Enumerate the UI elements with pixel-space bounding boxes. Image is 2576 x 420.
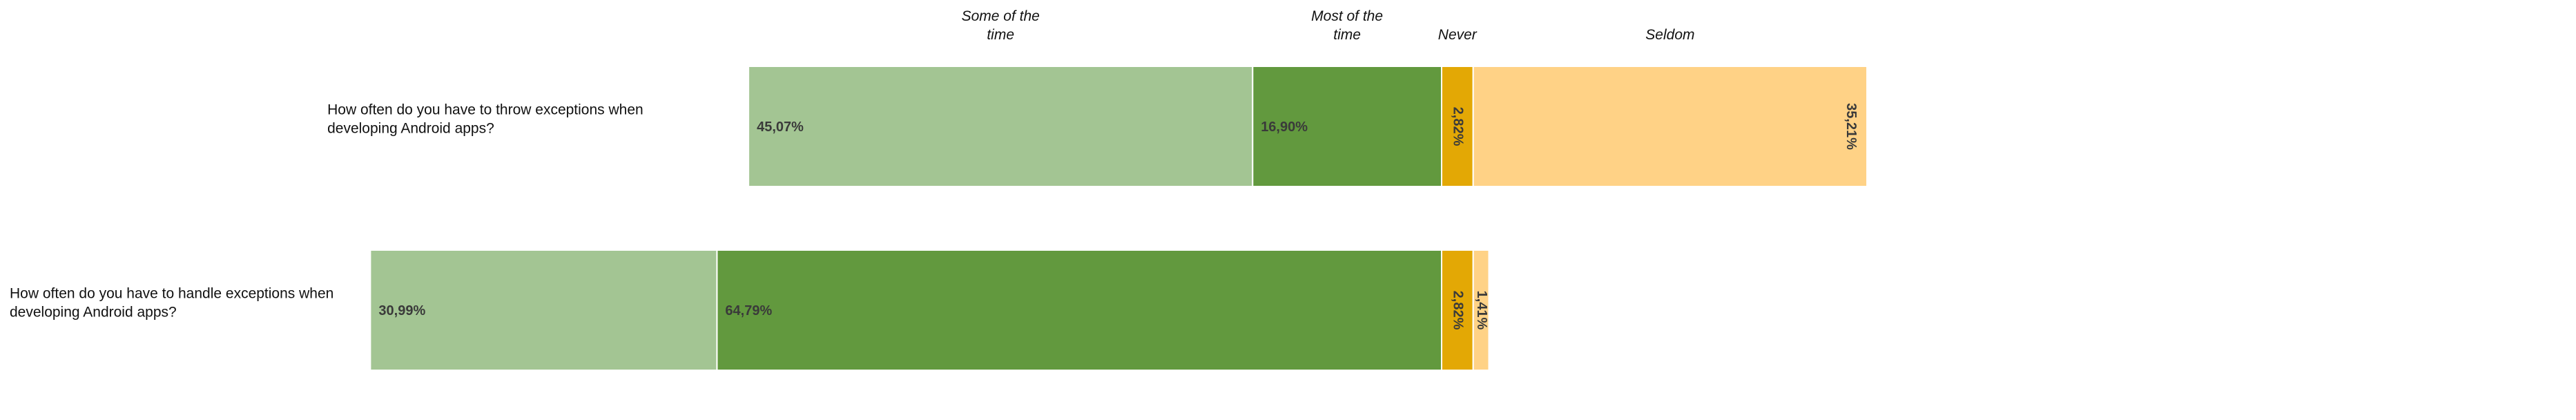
category-label-line: developing Android apps?	[10, 305, 177, 321]
bar-seldom-row-2	[1472, 249, 1490, 371]
data-label-seldom-row-1: 35,21%	[1843, 103, 1859, 150]
legend-item-some-of-the-time: Some of the time	[962, 8, 1040, 43]
legend-item-never: Never	[1438, 27, 1478, 43]
category-label-line: How often do you have to throw exception…	[327, 102, 643, 118]
bar-row-2: 64,79% 30,99% 2,82% 1,41% How often do you h…	[10, 249, 1490, 371]
legend-item-line: Most of the	[1311, 8, 1383, 24]
legend-item-line: time	[987, 27, 1014, 43]
legend-item-most-of-the-time: Most of the time	[1311, 8, 1383, 43]
category-label-line: developing Android apps?	[327, 121, 494, 137]
legend: Some of the time Most of the time Never Seldo…	[962, 8, 1695, 43]
bar-most-of-the-time-row-2	[716, 249, 1442, 371]
category-label-2: How often do you have to handle exceptio…	[10, 286, 333, 321]
bar-some-of-the-time-row-2	[369, 249, 718, 371]
category-label-line: How often do you have to handle exceptio…	[10, 286, 333, 302]
data-label-some-of-the-time-row-1: 45,07%	[757, 120, 804, 135]
bar-most-of-the-time-row-1	[1252, 66, 1442, 187]
legend-item-seldom: Seldom	[1645, 27, 1694, 43]
data-label-most-of-the-time-row-2: 64,79%	[725, 303, 772, 318]
legend-item-line: time	[1333, 27, 1361, 43]
bar-never-row-1	[1441, 66, 1474, 187]
data-label-never-row-1: 2,82%	[1451, 107, 1466, 146]
data-label-never-row-2: 2,82%	[1451, 291, 1466, 330]
legend-item-line: Never	[1438, 27, 1478, 43]
bar-seldom-row-1	[1472, 66, 1868, 187]
legend-item-line: Seldom	[1645, 27, 1694, 43]
bar-row-1: 16,90% 45,07% 2,82% 35,21% How often do you …	[327, 66, 1868, 187]
category-label-1: How often do you have to throw exception…	[327, 102, 643, 137]
bar-some-of-the-time-row-1	[748, 66, 1254, 187]
legend-item-line: Some of the	[962, 8, 1040, 24]
data-label-some-of-the-time-row-2: 30,99%	[378, 303, 425, 318]
data-label-most-of-the-time-row-1: 16,90%	[1261, 120, 1308, 135]
data-label-seldom-row-2: 1,41%	[1474, 291, 1489, 330]
